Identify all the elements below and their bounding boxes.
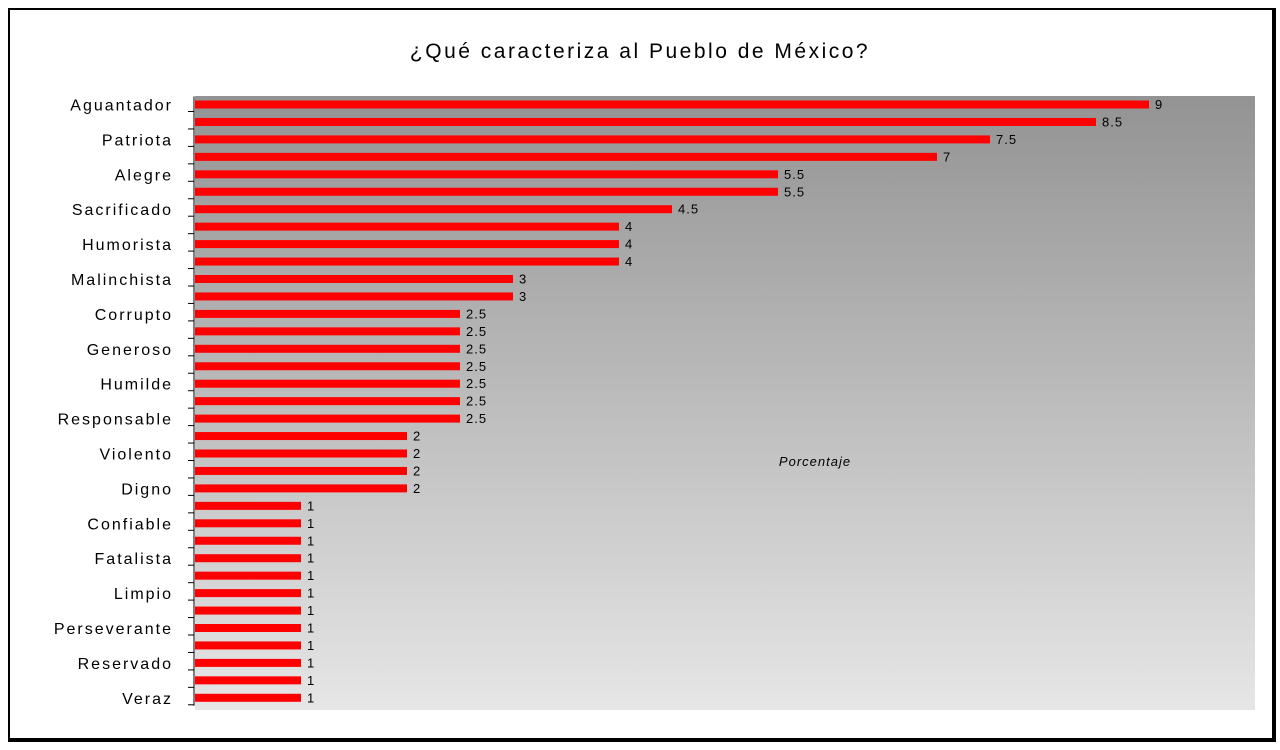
bar xyxy=(195,397,460,406)
chart-title: ¿Qué caracteriza al Pueblo de México? xyxy=(409,40,871,63)
category-label: Confiable xyxy=(87,516,173,533)
category-label: Sacrificado xyxy=(72,202,173,219)
bar xyxy=(195,240,619,249)
data-label: 2 xyxy=(413,429,421,444)
bar xyxy=(195,449,407,458)
category-label: Humorista xyxy=(82,237,173,254)
bar xyxy=(195,309,460,318)
category-label: Reservado xyxy=(78,656,173,673)
data-label: 3 xyxy=(519,272,527,287)
category-label: Aguantador xyxy=(70,98,173,115)
category-label: Humilde xyxy=(100,377,173,394)
data-label: 2.5 xyxy=(466,394,487,409)
data-label: 5.5 xyxy=(784,167,805,182)
bar xyxy=(195,414,460,423)
data-label: 7.5 xyxy=(996,132,1017,147)
bar xyxy=(195,554,301,563)
bar xyxy=(195,362,460,371)
bar xyxy=(195,275,513,283)
bar xyxy=(195,344,460,353)
data-label: 2 xyxy=(413,463,421,478)
bar xyxy=(195,117,1096,126)
bar xyxy=(195,606,301,615)
data-label: 1 xyxy=(307,673,315,688)
category-label: Veraz xyxy=(122,691,173,708)
data-label: 1 xyxy=(307,516,315,531)
x-axis-label: Porcentaje xyxy=(779,454,851,469)
data-label: 2.5 xyxy=(466,306,487,321)
bar xyxy=(195,571,301,580)
category-label: Perseverante xyxy=(54,621,173,638)
data-label: 1 xyxy=(307,603,315,618)
data-label: 1 xyxy=(307,655,315,670)
category-label: Malinchista xyxy=(71,272,173,289)
bar xyxy=(195,292,513,301)
bar xyxy=(195,536,301,545)
bar xyxy=(195,693,301,702)
category-label: Fatalista xyxy=(95,551,173,568)
data-label: 4 xyxy=(625,254,633,269)
bar xyxy=(195,187,778,196)
bar xyxy=(195,379,460,388)
bar xyxy=(195,170,778,179)
data-label: 4 xyxy=(625,219,633,234)
data-label: 1 xyxy=(307,690,315,705)
bar xyxy=(195,205,672,214)
data-label: 1 xyxy=(307,638,315,653)
data-label: 8.5 xyxy=(1102,114,1123,129)
data-label: 1 xyxy=(307,621,315,636)
category-label: Digno xyxy=(121,481,173,498)
data-label: 2.5 xyxy=(466,341,487,356)
bar xyxy=(195,676,301,685)
bar xyxy=(195,432,407,441)
bar xyxy=(195,501,301,510)
category-label: Corrupto xyxy=(95,307,173,324)
data-label: 4.5 xyxy=(678,202,699,217)
data-label: 2 xyxy=(413,481,421,496)
data-label: 2.5 xyxy=(466,411,487,426)
data-label: 1 xyxy=(307,586,315,601)
category-label: Generoso xyxy=(87,342,173,359)
bar xyxy=(195,327,460,336)
category-label: Patriota xyxy=(102,132,173,149)
bar xyxy=(195,152,937,161)
category-label: Limpio xyxy=(114,586,173,603)
data-label: 4 xyxy=(625,237,633,252)
data-label: 7 xyxy=(943,149,951,164)
bar xyxy=(195,222,619,231)
bar xyxy=(195,466,407,475)
category-label: Violento xyxy=(99,447,173,464)
data-label: 2.5 xyxy=(466,324,487,339)
data-label: 3 xyxy=(519,289,527,304)
data-label: 1 xyxy=(307,533,315,548)
bar xyxy=(195,484,407,493)
bar xyxy=(195,257,619,266)
category-label: Responsable xyxy=(58,412,173,429)
bar xyxy=(195,589,301,598)
category-label: Alegre xyxy=(115,167,173,184)
bar xyxy=(195,658,301,667)
data-label: 2.5 xyxy=(466,376,487,391)
bar xyxy=(195,624,301,632)
data-label: 2.5 xyxy=(466,359,487,374)
bar xyxy=(195,519,301,528)
data-label: 1 xyxy=(307,568,315,583)
data-label: 2 xyxy=(413,446,421,461)
bar xyxy=(195,100,1149,109)
data-label: 5.5 xyxy=(784,184,805,199)
data-label: 1 xyxy=(307,551,315,566)
data-label: 1 xyxy=(307,498,315,513)
bar xyxy=(195,641,301,650)
bar xyxy=(195,135,990,144)
data-label: 9 xyxy=(1155,97,1163,112)
